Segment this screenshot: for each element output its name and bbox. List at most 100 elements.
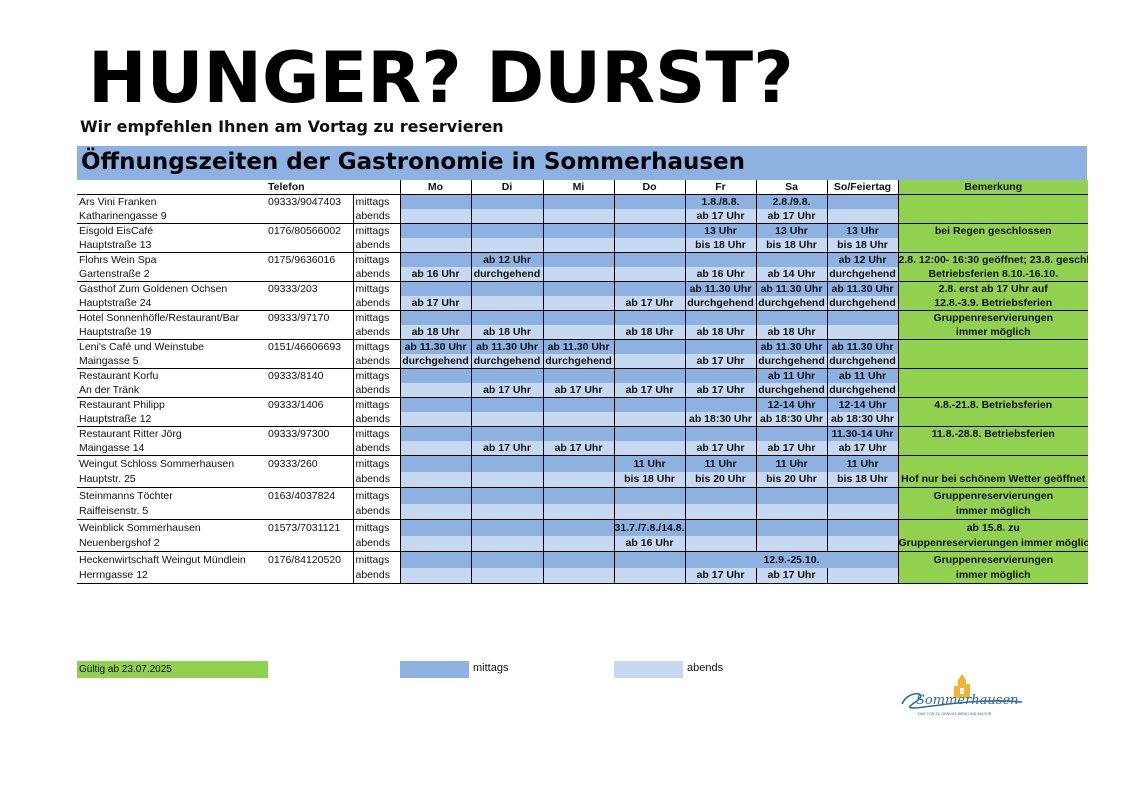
table-banner: Öffnungszeiten der Gastronomie in Sommer… [77, 146, 1087, 180]
hours-cell [613, 223, 685, 238]
hours-cell [542, 503, 614, 520]
venue-name: Eisgold EisCafé [79, 225, 154, 237]
venue-phone: 01573/7031121 [268, 521, 341, 534]
slot-label-abends: abends [352, 383, 400, 398]
remark-cell: Betriebsferien 8.10.-16.10. [897, 267, 1088, 282]
hours-cell [542, 281, 614, 296]
slot-label-abends: abends [352, 471, 400, 488]
table-row: Hauptstraße 13 abends bis 18 Uhr bis 18 Uhr… [77, 238, 1088, 253]
hours-cell: durchgehend [826, 296, 898, 311]
header-name [77, 180, 268, 195]
venue-phone-empty [268, 267, 353, 282]
hours-cell: ab 18 Uhr [613, 325, 685, 340]
slot-label-mittags: mittags [352, 397, 400, 412]
hours-cell: durchgehend [542, 354, 614, 369]
venue-name: Weingut Schloss Sommerhausen [79, 457, 235, 470]
remark-cell [897, 354, 1088, 369]
remark-cell: 4.8.-21.8. Betriebsferien [897, 397, 1088, 412]
table-row: Leni's Café und Weinstube 0151/46606693 mi… [77, 339, 1088, 354]
hours-cell [542, 551, 614, 568]
hours-cell [542, 368, 614, 383]
hours-cell [470, 471, 543, 488]
hours-cell [542, 209, 614, 224]
remark-cell: Gruppenreservierungen [897, 487, 1088, 504]
venue-address: Maingasse 14 [77, 441, 268, 456]
hours-cell: ab 17 Uhr [684, 383, 756, 398]
hours-cell [542, 412, 614, 427]
venue-address: Neuenbergshof 2 [77, 535, 268, 552]
hours-cell [399, 441, 471, 456]
hours-cell [399, 426, 471, 441]
venue-phone: 0163/4037824 [268, 489, 336, 502]
hours-cell [613, 252, 685, 267]
hours-cell: ab 11.30 Uhr [755, 339, 827, 354]
table-title: Öffnungszeiten der Gastronomie in Sommer… [81, 149, 746, 175]
hours-cell [470, 487, 543, 504]
hours-cell [542, 296, 614, 311]
table-body: Ars Vini Franken 09333/9047403 mittags 1.8.… [77, 194, 1088, 584]
remark-cell [897, 339, 1088, 354]
slot-label-abends: abends [352, 238, 400, 253]
hours-cell [470, 310, 543, 325]
hours-cell: 13 Uhr [755, 223, 827, 238]
venue-phone: 09333/9047403 [268, 196, 341, 208]
hours-cell [613, 441, 685, 456]
hours-cell [826, 503, 898, 520]
hours-cell: 12-14 Uhr [755, 397, 827, 412]
hours-cell: ab 17 Uhr [613, 296, 685, 311]
table-row: Maingasse 5 abends durchgehend durchgehend d… [77, 354, 1088, 369]
hours-cell [684, 535, 756, 552]
hours-cell [542, 455, 614, 472]
remark-cell [897, 209, 1088, 224]
hours-cell [399, 281, 471, 296]
hours-cell [613, 503, 685, 520]
slot-label-mittags: mittags [352, 339, 400, 354]
venue-phone-empty [268, 503, 353, 520]
venue-address: Gartenstraße 2 [77, 267, 268, 282]
hours-cell: ab 11.30 Uhr [826, 339, 898, 354]
hours-cell [613, 551, 685, 568]
venue-phone: 09333/97300 [268, 428, 330, 440]
remark-cell: Hof nur bei schönem Wetter geöffnet [897, 471, 1088, 488]
hours-cell [613, 310, 685, 325]
header-day: Sa [755, 180, 827, 195]
hours-cell [470, 455, 543, 472]
table-row: Hauptstraße 12 abends ab 18:30 Uhr ab 18:30… [77, 412, 1088, 427]
hours-cell [470, 503, 543, 520]
remark-cell: 2.8. erst ab 17 Uhr auf [897, 281, 1088, 296]
legend-label-abends: abends [687, 662, 724, 674]
slot-label-abends: abends [352, 503, 400, 520]
hours-cell: ab 18 Uhr [755, 325, 827, 340]
hours-cell [399, 519, 471, 536]
table-row: Steinmanns Töchter 0163/4037824 mittags Gru… [77, 487, 1088, 504]
slot-label-abends: abends [352, 209, 400, 224]
hours-cell: ab 14 Uhr [755, 267, 827, 282]
hours-cell [399, 310, 471, 325]
hours-cell: ab 16 Uhr [613, 535, 685, 552]
venue-name: Weinblick Sommerhausen [79, 521, 201, 534]
slot-label-mittags: mittags [352, 455, 400, 472]
venue-name: Hotel Sonnenhöfle/Restaurant/Bar [79, 312, 239, 324]
hours-cell [826, 325, 898, 340]
hours-cell [542, 426, 614, 441]
venue-phone: 09333/97170 [268, 312, 330, 324]
venue-name: Ars Vini Franken [79, 196, 157, 208]
venue-address: Katharinengasse 9 [77, 209, 268, 224]
hours-cell: 12-14 Uhr [826, 397, 898, 412]
hours-cell [755, 519, 827, 536]
hours-cell: 11 Uhr [826, 455, 898, 472]
venue-phone: 09333/260 [268, 457, 318, 470]
hours-cell: durchgehend [755, 383, 827, 398]
hours-cell [470, 551, 543, 568]
hours-cell [542, 519, 614, 536]
hours-cell [470, 238, 543, 253]
venue-phone-empty [268, 383, 353, 398]
hours-cell [684, 252, 756, 267]
hours-cell [613, 368, 685, 383]
table-row: Restaurant Ritter Jörg 09333/97300 mittags… [77, 426, 1088, 441]
hours-cell: durchgehend [755, 296, 827, 311]
hours-cell [399, 397, 471, 412]
hours-cell: durchgehend [470, 354, 543, 369]
hours-cell [755, 535, 827, 552]
hours-span-cell: 12.9.-25.10. [684, 551, 898, 568]
